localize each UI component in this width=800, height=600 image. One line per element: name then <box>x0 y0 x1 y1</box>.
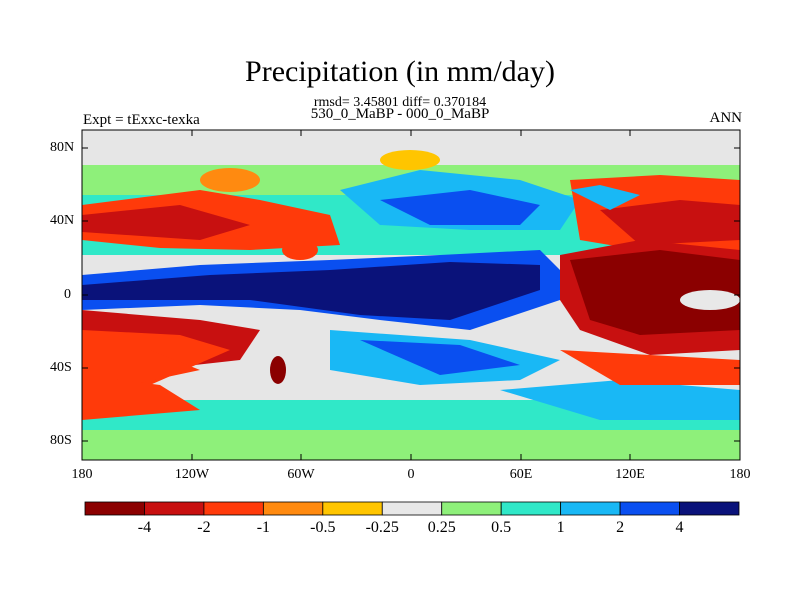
lat-tick-80s: 80S <box>50 433 72 448</box>
colorbar-swatch <box>500 501 562 516</box>
map-title: Precipitation (in mm/day) <box>245 55 555 88</box>
colorbar-swatch <box>322 501 383 516</box>
lon-tick-0: 0 <box>407 467 415 482</box>
colorbar-swatch <box>679 501 740 516</box>
colorbar-swatch <box>144 501 205 516</box>
experiment-label: Expt = tExxc-texka <box>83 112 200 128</box>
lon-tick-120e: 120E <box>615 467 645 482</box>
colorbar-label: -2 <box>197 519 211 536</box>
colorbar-swatch <box>84 501 145 516</box>
lon-tick-60w: 60W <box>287 467 315 482</box>
colorbar-swatch <box>262 501 324 516</box>
colorbar-label: -0.25 <box>365 519 399 536</box>
colorbar-label: 0.5 <box>491 519 512 536</box>
season-label: ANN <box>709 110 743 126</box>
stats-line: rmsd= 3.45801 diff= 0.370184 <box>313 95 487 110</box>
colorbar-swatch <box>619 501 680 516</box>
colorbar-label: -0.5 <box>310 519 336 536</box>
lon-tick-180-left: 180 <box>71 467 93 482</box>
colorbar <box>84 501 740 516</box>
colorbar-label: -4 <box>137 519 152 536</box>
lat-tick-40s: 40S <box>50 360 72 375</box>
colorbar-swatch <box>560 501 621 516</box>
lat-tick-40n: 40N <box>50 213 75 228</box>
lon-tick-180-right: 180 <box>729 467 751 482</box>
lat-tick-0: 0 <box>64 287 71 302</box>
colorbar-label: 1 <box>556 519 565 536</box>
colorbar-label: -1 <box>256 519 271 536</box>
colorbar-swatch <box>203 501 264 516</box>
colorbar-label: 2 <box>616 519 625 536</box>
lon-tick-60e: 60E <box>509 467 533 482</box>
colorbar-swatch <box>441 501 502 516</box>
lat-tick-80n: 80N <box>50 140 75 155</box>
colorbar-label: 0.25 <box>427 519 456 536</box>
comparison-line: 530_0_MaBP - 000_0_MaBP <box>310 106 490 122</box>
colorbar-swatch <box>381 501 443 516</box>
colorbar-label: 4 <box>675 519 684 536</box>
lon-tick-120w: 120W <box>174 467 210 482</box>
